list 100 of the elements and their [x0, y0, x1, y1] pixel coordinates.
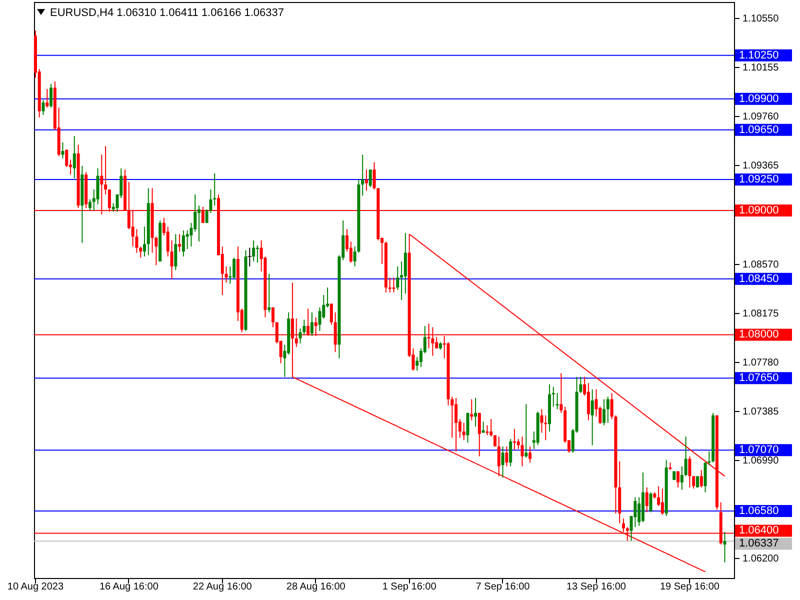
candlestick	[65, 149, 68, 168]
candlestick	[232, 257, 236, 280]
candlestick	[509, 438, 512, 467]
candlestick	[638, 496, 641, 526]
candlestick	[645, 486, 648, 513]
candlestick	[88, 198, 92, 212]
candlestick	[556, 392, 559, 410]
x-tick-label: 22 Aug 16:00	[192, 582, 252, 592]
candlestick	[61, 142, 64, 159]
ref-line-label: 1.09900	[739, 92, 779, 105]
candlestick	[490, 418, 493, 437]
candlestick	[104, 146, 108, 195]
x-tick-label: 28 Aug 16:00	[286, 582, 346, 592]
candlestick	[524, 404, 528, 458]
candlestick	[392, 277, 396, 293]
candlestick	[178, 234, 182, 252]
candlestick	[660, 488, 664, 516]
candlestick	[590, 388, 594, 446]
candlestick	[388, 277, 392, 293]
x-tick-label: 10 Aug 2023	[7, 582, 64, 592]
candlestick	[396, 266, 400, 290]
candlestick	[688, 456, 692, 488]
y-tick-label: 1.08175	[742, 308, 780, 320]
y-tick-label: 1.06200	[742, 554, 780, 565]
candlestick	[166, 226, 170, 257]
candlestick	[139, 246, 142, 258]
candlestick	[248, 247, 252, 267]
candlestick	[486, 424, 489, 436]
candlestick	[50, 83, 53, 108]
candlestick	[272, 306, 275, 328]
x-tick-label: 13 Sep 16:00	[566, 582, 626, 592]
x-tick-label: 16 Aug 16:00	[99, 582, 159, 592]
ref-line-label: 1.09250	[739, 174, 779, 186]
x-tick-label: 19 Sep 16:00	[660, 582, 720, 592]
candlestick	[540, 408, 544, 434]
ref-line-label: 1.06580	[739, 504, 779, 517]
candlestick	[586, 382, 590, 421]
candlestick	[649, 492, 652, 513]
candlestick	[505, 446, 508, 467]
candlestick	[404, 232, 407, 294]
candlestick	[470, 398, 474, 421]
candlestick	[72, 136, 76, 179]
candlestick	[462, 422, 466, 441]
candlestick	[482, 421, 485, 434]
y-tick-label: 1.07780	[742, 358, 780, 368]
candlestick	[310, 312, 314, 336]
ref-line-label: 1.09000	[739, 204, 779, 217]
candlestick	[634, 496, 637, 528]
candlestick	[364, 169, 368, 192]
candlestick	[454, 398, 458, 452]
ref-line-label: 1.07650	[739, 372, 779, 384]
candlestick	[361, 154, 364, 196]
candlestick	[96, 168, 100, 205]
x-tick-label: 7 Sep 16:00	[476, 582, 530, 592]
chart-title: EURUSD,H4 1.06310 1.06411 1.06166 1.06337	[50, 7, 284, 19]
candlestick	[268, 273, 271, 313]
candlestick	[684, 436, 688, 477]
candlestick	[435, 336, 438, 349]
x-tick-label: 1 Sep 16:00	[382, 582, 437, 592]
y-tick-label: 1.10550	[742, 14, 780, 25]
y-tick-label: 1.08570	[742, 259, 780, 270]
candlestick	[552, 386, 555, 408]
candlestick	[330, 303, 333, 326]
ref-line-label: 1.08000	[739, 328, 779, 341]
ref-line-label: 1.08450	[739, 272, 779, 285]
y-tick-label: 1.09365	[742, 160, 780, 172]
candlestick	[143, 226, 146, 257]
candlestick	[676, 470, 680, 488]
candlestick	[501, 446, 504, 478]
candlestick	[368, 169, 372, 188]
candlestick	[692, 476, 696, 490]
candlestick	[252, 240, 256, 262]
ref-line-label: 1.10250	[739, 49, 779, 62]
candlestick	[528, 446, 532, 464]
candlestick	[194, 194, 197, 232]
candlestick	[466, 412, 470, 444]
candlestick	[560, 372, 563, 414]
candlestick	[700, 470, 703, 488]
y-tick-label: 1.09760	[742, 112, 780, 123]
y-tick-label: 1.10155	[742, 62, 780, 74]
candlestick	[213, 172, 216, 206]
candlestick	[182, 230, 185, 257]
candlestick	[474, 398, 478, 428]
y-tick-label: 1.07385	[742, 406, 780, 418]
candlestick	[680, 466, 684, 490]
y-tick-label: 1.06990	[742, 456, 780, 467]
candlestick	[520, 436, 524, 467]
candlestick	[318, 306, 322, 332]
candlestick	[42, 100, 45, 116]
ref-line-label: 1.06400	[739, 524, 779, 537]
candlestick	[170, 240, 174, 280]
candlestick	[497, 436, 500, 477]
candlestick	[224, 266, 228, 284]
ref-line-label: 1.09650	[739, 124, 779, 136]
candlestick	[46, 88, 49, 108]
candlestick	[174, 234, 178, 271]
candlestick	[478, 412, 481, 457]
ref-line-label: 1.07070	[739, 444, 779, 456]
candlestick	[606, 396, 610, 424]
candlestick	[723, 531, 726, 563]
